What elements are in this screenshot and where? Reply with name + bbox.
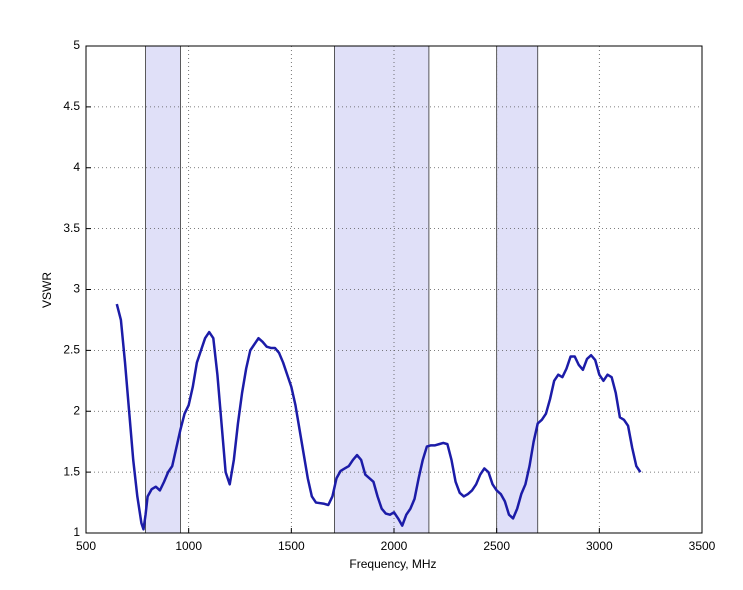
- y-tick-label: 4.5: [63, 99, 80, 113]
- plot-frame: [85, 45, 703, 534]
- x-tick-label: 2000: [381, 539, 408, 553]
- y-tick-label: 4: [73, 160, 80, 174]
- x-tick-label: 3000: [586, 539, 613, 553]
- x-tick-label: 500: [76, 539, 96, 553]
- y-tick-label: 2: [73, 403, 80, 417]
- y-tick-label: 3: [73, 282, 80, 296]
- x-tick-label: 3500: [689, 539, 716, 553]
- y-tick-label: 1: [73, 525, 80, 539]
- line: [115, 303, 642, 531]
- y-tick-label: 2.5: [63, 343, 80, 357]
- y-axis-label: VSWR: [40, 272, 54, 308]
- x-axis-label: Frequency, MHz: [349, 557, 436, 571]
- x-tick-label: 1000: [175, 539, 202, 553]
- y-tick-label: 1.5: [63, 464, 80, 478]
- x-tick-label: 2500: [483, 539, 510, 553]
- y-tick-label: 3.5: [63, 221, 80, 235]
- x-tick-label: 1500: [278, 539, 305, 553]
- y-tick-label: 5: [73, 38, 80, 52]
